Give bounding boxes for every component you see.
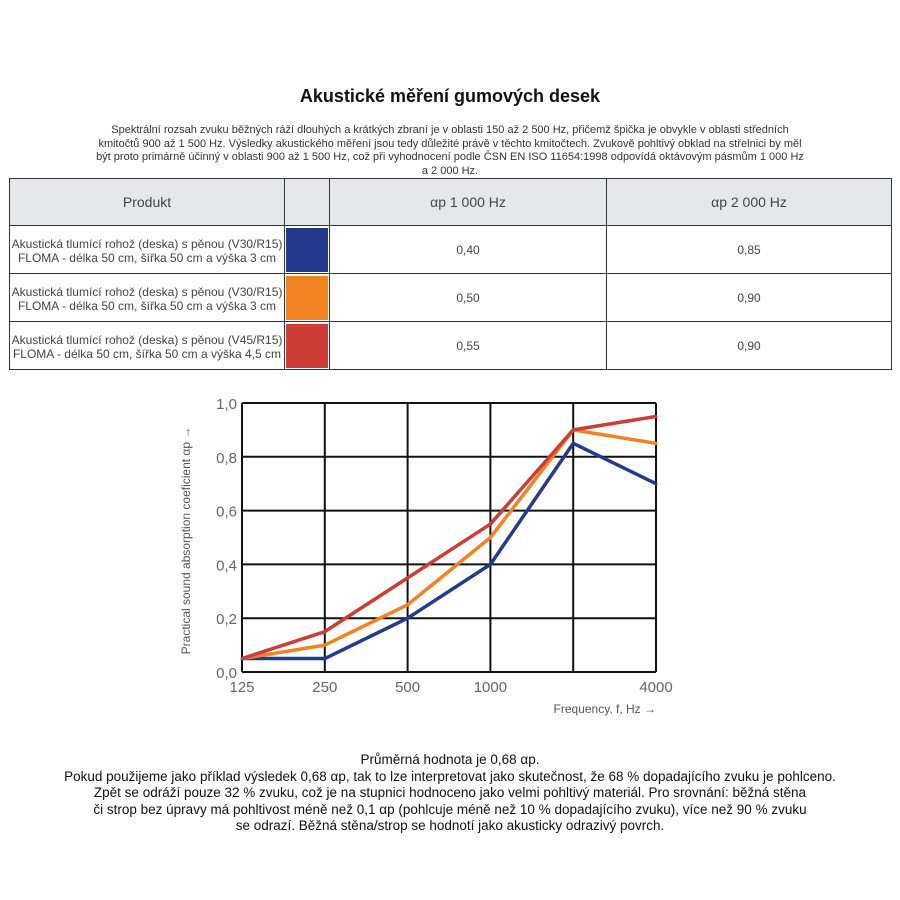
y-tick-label: 0,8	[216, 450, 237, 467]
color-swatch	[286, 323, 328, 368]
data-point	[571, 441, 575, 445]
y-tick-label: 0,4	[216, 557, 237, 574]
value-a2000: 0,90	[606, 321, 892, 370]
data-point	[406, 603, 410, 607]
data-point	[654, 441, 658, 445]
data-point	[488, 562, 492, 566]
x-tick-label: 250	[312, 679, 337, 696]
color-swatch	[286, 227, 328, 272]
data-point	[323, 657, 327, 661]
results-table: Produkt αp 1 000 Hz αp 2 000 Hz Akustick…	[9, 178, 892, 370]
footer-text: Průměrná hodnota je 0,68 αp. Pokud použi…	[0, 752, 900, 835]
footer-line: Zpět se odráží pouze 32 % zvuku, což je …	[93, 785, 807, 800]
product-name: Akustická tlumící rohož (deska) s pěnou …	[9, 225, 285, 274]
value-a1000: 0,50	[329, 273, 607, 322]
table-row: Akustická tlumící rohož (deska) s pěnou …	[9, 273, 892, 322]
page-title: Akustické měření gumových desek	[299, 86, 601, 106]
y-tick-label: 1,0	[216, 396, 237, 413]
y-tick-label: 0,0	[216, 665, 237, 682]
x-axis-label: Frequency, f, Hz →	[554, 702, 656, 716]
intro-text: Spektrální rozsah zvuku běžných ráží dlo…	[96, 124, 804, 177]
color-swatch	[286, 275, 328, 320]
footer-line: Pokud použijeme jako příklad výsledek 0,…	[64, 768, 836, 784]
data-point	[323, 630, 327, 634]
x-tick-label: 500	[395, 679, 420, 696]
data-point	[571, 428, 575, 432]
header-a2000: αp 2 000 Hz	[606, 178, 892, 226]
data-point	[406, 576, 410, 580]
footer-line: či strop bez úpravy má pohltivost méně n…	[93, 801, 807, 817]
data-point	[654, 482, 658, 486]
y-tick-label: 0,2	[216, 611, 237, 628]
absorption-chart: 0,0 0,2 0,4 0,6 0,8 1,0 125 250 500 1000 4000 Frequ…	[179, 396, 673, 716]
value-a2000: 0,85	[606, 225, 892, 274]
header-product: Produkt	[9, 178, 285, 226]
data-point	[488, 536, 492, 539]
product-name: Akustická tlumící rohož (deska) s pěnou …	[9, 273, 285, 322]
footer-line: Průměrná hodnota je 0,68 αp.	[360, 752, 540, 767]
value-a1000: 0,55	[329, 321, 607, 370]
footer-line: se odrazí. Běžná stěna/strop se hodnotí …	[235, 818, 665, 833]
y-axis-label: Practical sound absorption coeficient αp…	[179, 427, 193, 655]
product-name: Akustická tlumící rohož (deska) s pěnou …	[9, 321, 285, 370]
x-tick-label: 1000	[474, 679, 507, 696]
header-a1000: αp 1 000 Hz	[329, 178, 607, 226]
series-line-1	[241, 428, 657, 661]
series-line-2	[241, 414, 657, 661]
table-row: Akustická tlumící rohož (deska) s pěnou …	[9, 321, 892, 370]
y-tick-label: 0,6	[216, 504, 237, 521]
data-point	[323, 643, 327, 647]
value-a1000: 0,40	[329, 225, 607, 274]
x-tick-label: 4000	[639, 679, 672, 696]
header-color	[284, 178, 330, 226]
data-point	[240, 657, 244, 661]
data-point	[488, 522, 492, 526]
table-row: Akustická tlumící rohož (deska) s pěnou …	[9, 225, 892, 274]
data-point	[654, 414, 658, 418]
value-a2000: 0,90	[606, 273, 892, 322]
x-tick-label: 125	[229, 679, 254, 696]
data-point	[406, 616, 410, 620]
series-line-0	[242, 441, 657, 661]
